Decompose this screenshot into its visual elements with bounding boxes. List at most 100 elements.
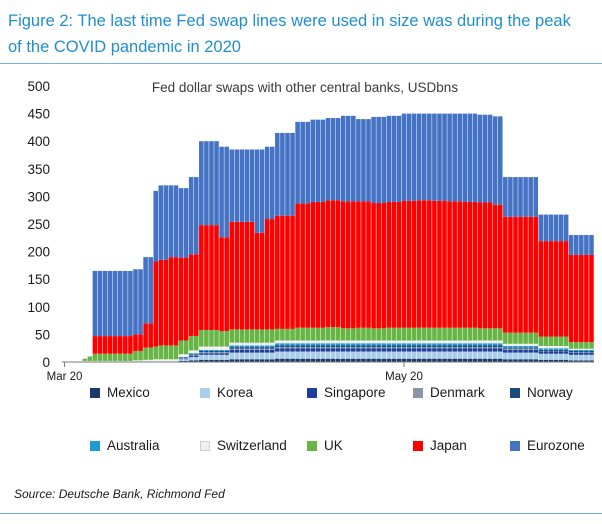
legend-item-singapore: Singapore <box>307 385 386 400</box>
bar-norway <box>214 350 219 353</box>
bar-denmark <box>503 348 508 350</box>
bar-japan <box>259 232 265 330</box>
bar-switzerland <box>290 340 295 344</box>
bar-uk <box>548 336 554 346</box>
bar-korea <box>472 351 478 359</box>
bar-japan <box>401 200 407 328</box>
bar-uk <box>254 329 260 343</box>
y-tick-label: 450 <box>27 107 50 122</box>
bar-norway <box>513 347 518 349</box>
bar-norway <box>492 345 498 348</box>
bar-norway <box>563 349 569 351</box>
bar-switzerland <box>406 340 412 344</box>
bar-singapore <box>538 351 544 354</box>
bar-denmark <box>290 347 295 349</box>
bar-denmark <box>315 347 321 349</box>
bar-mexico <box>579 360 584 362</box>
y-tick-label: 300 <box>27 189 50 204</box>
bar-mexico <box>325 358 331 362</box>
legend-swatch <box>307 440 317 451</box>
bar-norway <box>442 345 447 348</box>
bar-switzerland <box>447 340 452 344</box>
bar-australia <box>178 357 184 358</box>
bar-switzerland <box>234 342 240 346</box>
bar-eurozone <box>92 270 98 337</box>
bar-singapore <box>553 351 559 354</box>
bar-switzerland <box>589 348 594 350</box>
bar-uk <box>351 328 356 341</box>
bar-uk <box>406 327 412 341</box>
bar-singapore <box>249 349 255 353</box>
bar-korea <box>533 352 539 360</box>
bar-uk <box>528 332 533 344</box>
bar-switzerland <box>133 360 138 362</box>
bar-eurozone <box>381 116 387 204</box>
bar-norway <box>178 357 184 359</box>
bar-norway <box>482 345 488 348</box>
bar-eurozone <box>173 185 179 258</box>
bar-denmark <box>589 352 594 353</box>
bar-eurozone <box>457 113 463 202</box>
bar-korea <box>325 351 331 359</box>
bar-mexico <box>305 358 311 362</box>
bar-korea <box>376 351 381 359</box>
bar-singapore <box>492 348 498 352</box>
bar-norway <box>229 347 235 349</box>
bar-denmark <box>538 350 544 352</box>
bar-denmark <box>533 348 539 350</box>
bar-korea <box>437 351 442 359</box>
bar-australia <box>300 343 305 346</box>
bar-uk <box>573 342 579 349</box>
bar-norway <box>447 345 452 348</box>
bar-denmark <box>432 347 437 349</box>
bar-denmark <box>523 348 528 350</box>
bar-japan <box>229 221 235 330</box>
bar-mexico <box>290 358 295 362</box>
bar-korea <box>330 351 336 359</box>
bar-norway <box>381 345 387 348</box>
bar-korea <box>381 351 387 359</box>
legend-label: Norway <box>527 385 573 400</box>
bar-denmark <box>401 347 407 349</box>
bar-denmark <box>199 352 204 354</box>
bar-singapore <box>188 355 194 358</box>
bar-korea <box>193 357 199 361</box>
bar-norway <box>371 345 376 348</box>
bar-denmark <box>335 347 341 349</box>
bar-singapore <box>219 353 224 355</box>
y-tick-label: 350 <box>27 162 50 177</box>
bar-norway <box>361 345 366 348</box>
bar-japan <box>457 201 463 328</box>
bar-uk <box>173 345 179 360</box>
bar-japan <box>381 203 387 329</box>
bar-korea <box>442 351 447 359</box>
bar-denmark <box>553 350 559 352</box>
legend-item-japan: Japan <box>413 438 467 453</box>
bar-singapore <box>579 352 584 355</box>
bar-korea <box>214 354 219 360</box>
bar-norway <box>457 345 463 348</box>
bar-australia <box>579 349 584 351</box>
bar-switzerland <box>584 348 589 350</box>
bar-eurozone <box>579 235 584 255</box>
bar-korea <box>401 351 407 359</box>
bar-denmark <box>508 348 513 350</box>
bar-japan <box>102 336 108 354</box>
bar-singapore <box>523 349 528 353</box>
bar-denmark <box>204 352 209 354</box>
bar-australia <box>371 343 376 346</box>
bar-singapore <box>396 348 402 352</box>
bar-uk <box>305 327 311 341</box>
bar-mexico <box>573 360 579 362</box>
bar-korea <box>366 351 371 359</box>
bar-singapore <box>356 348 361 352</box>
bar-switzerland <box>513 343 518 346</box>
bar-eurozone <box>275 132 280 216</box>
bar-denmark <box>371 347 376 349</box>
bar-uk <box>280 328 285 341</box>
bar-korea <box>290 351 295 359</box>
bar-uk <box>503 332 508 344</box>
bar-japan <box>295 203 300 328</box>
bar-japan <box>579 254 584 343</box>
bar-japan <box>558 241 564 337</box>
